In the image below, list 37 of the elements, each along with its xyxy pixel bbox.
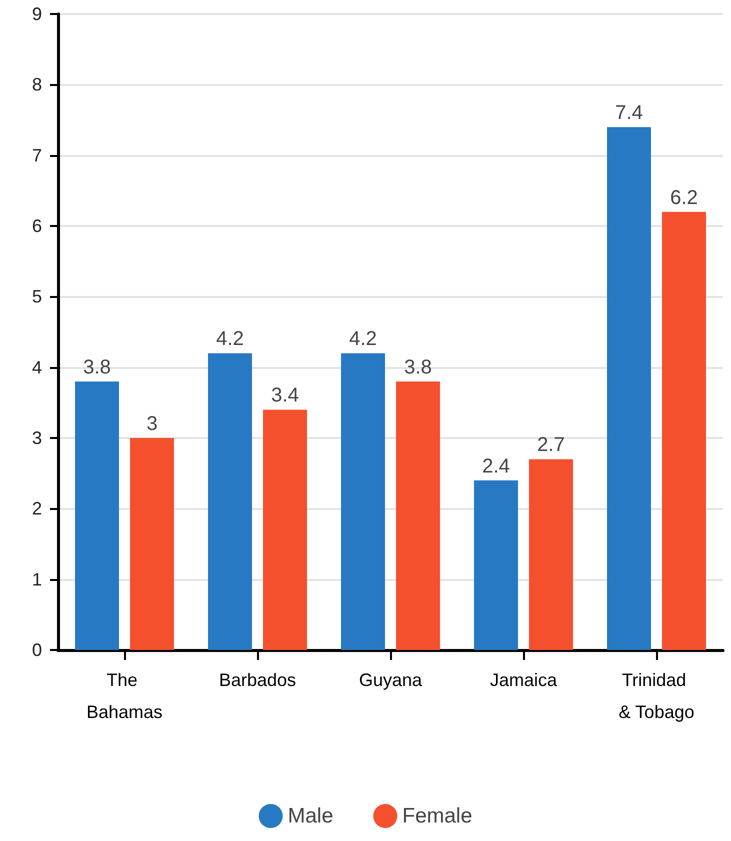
y-tick-label: 9 xyxy=(32,4,42,24)
data-label: 3.4 xyxy=(271,384,299,407)
y-tick-label: 8 xyxy=(32,74,42,95)
x-tick-label: Trinidad & Tobago xyxy=(618,670,694,722)
y-tick-label: 4 xyxy=(32,357,42,378)
y-tick-label: 6 xyxy=(32,216,42,236)
x-tick-label: The Bahamas xyxy=(86,670,163,722)
data-label: 3 xyxy=(146,413,158,435)
y-tick-label: 1 xyxy=(32,569,42,590)
bar xyxy=(208,353,252,650)
data-label: 2.4 xyxy=(482,455,510,478)
bar xyxy=(662,212,706,650)
data-label: 6.2 xyxy=(670,186,698,209)
x-tick-label: Barbados xyxy=(218,670,296,690)
data-label: 7.4 xyxy=(615,102,643,124)
legend-label: Male xyxy=(288,804,334,828)
data-label: 4.2 xyxy=(216,328,244,350)
y-tick-label: 0 xyxy=(32,640,42,660)
data-label: 4.2 xyxy=(349,328,377,350)
x-tick-label: Guyana xyxy=(358,670,424,690)
data-label: 3.8 xyxy=(83,356,111,378)
bar xyxy=(529,459,573,650)
bar xyxy=(474,480,518,650)
y-tick-label: 3 xyxy=(32,428,42,448)
bar xyxy=(130,438,174,650)
data-label: 3.8 xyxy=(404,356,432,378)
y-tick-label: 5 xyxy=(32,286,42,307)
bar xyxy=(263,410,307,650)
x-tick-label: Jamaica xyxy=(490,670,558,690)
bar xyxy=(396,381,440,650)
data-label: 2.7 xyxy=(537,434,565,456)
bar xyxy=(341,353,385,650)
legend-label: Female xyxy=(402,804,472,828)
y-tick-label: 7 xyxy=(32,145,42,166)
bar xyxy=(75,381,119,650)
y-tick-label: 2 xyxy=(32,498,42,519)
bar xyxy=(607,127,651,650)
